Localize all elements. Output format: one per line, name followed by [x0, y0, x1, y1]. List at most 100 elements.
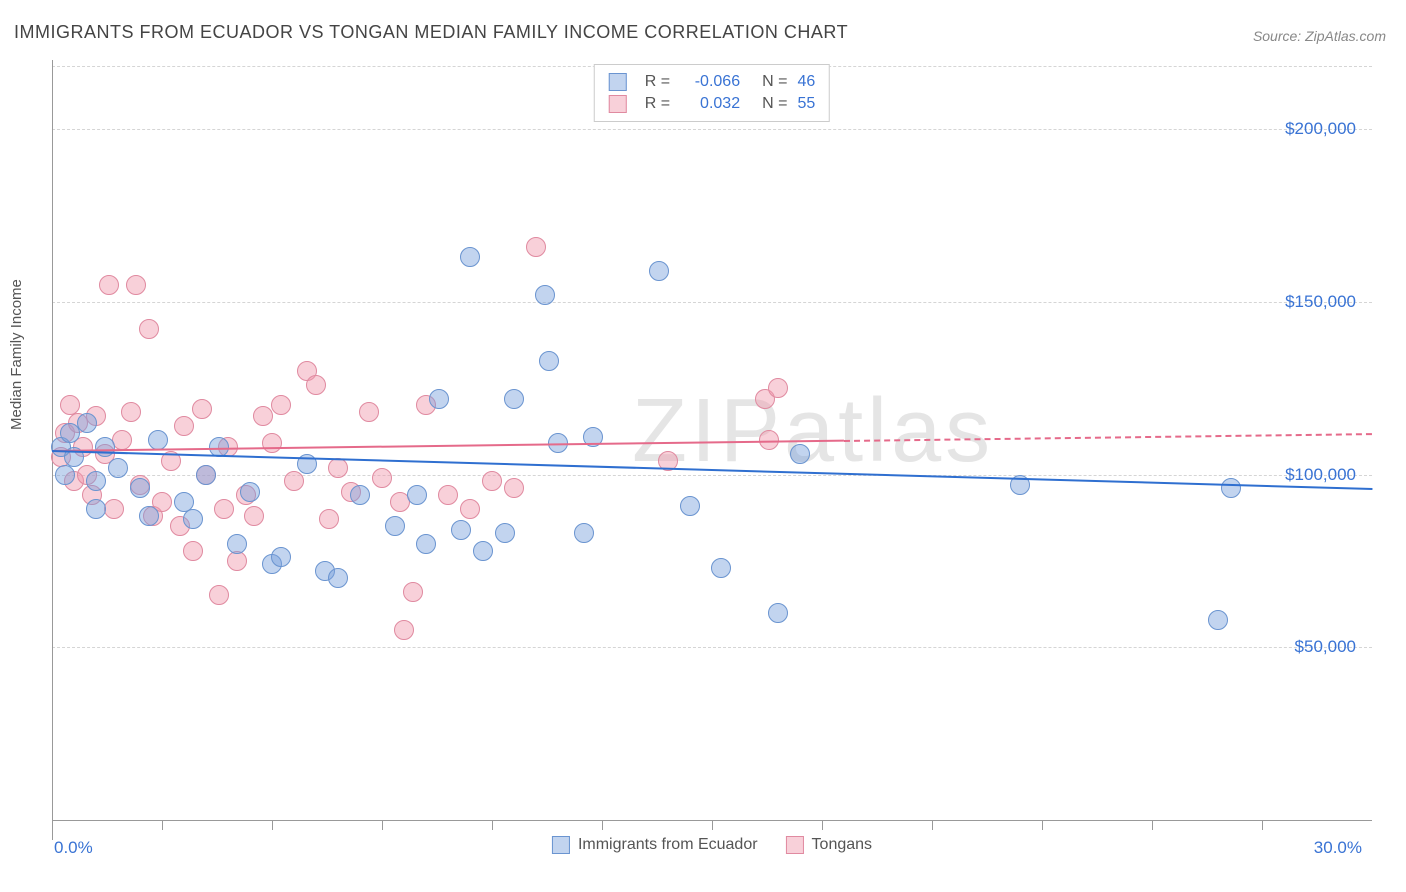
data-point-ecuador — [711, 558, 731, 578]
x-tick — [492, 820, 493, 830]
n-label: N = — [762, 73, 787, 91]
data-point-ecuador — [460, 247, 480, 267]
gridline — [52, 647, 1372, 648]
data-point-ecuador — [680, 496, 700, 516]
legend-label: Immigrants from Ecuador — [578, 836, 758, 853]
data-point-tongans — [121, 402, 141, 422]
data-point-ecuador — [473, 541, 493, 561]
data-point-tongans — [244, 506, 264, 526]
legend-swatch — [552, 836, 570, 854]
legend-item: Immigrants from Ecuador — [552, 836, 758, 854]
data-point-tongans — [359, 402, 379, 422]
r-label: R = — [645, 73, 670, 91]
data-point-tongans — [526, 237, 546, 257]
data-point-ecuador — [77, 413, 97, 433]
data-point-ecuador — [504, 389, 524, 409]
data-point-tongans — [284, 471, 304, 491]
x-tick — [932, 820, 933, 830]
data-point-tongans — [262, 433, 282, 453]
data-point-tongans — [372, 468, 392, 488]
x-tick — [1262, 820, 1263, 830]
legend-swatch — [609, 73, 627, 91]
data-point-ecuador — [539, 351, 559, 371]
data-point-ecuador — [60, 423, 80, 443]
data-point-ecuador — [86, 499, 106, 519]
source-attribution: Source: ZipAtlas.com — [1253, 28, 1386, 44]
data-point-tongans — [139, 319, 159, 339]
data-point-ecuador — [495, 523, 515, 543]
data-point-ecuador — [271, 547, 291, 567]
plot-area: $50,000$100,000$150,000$200,0000.0%30.0%… — [52, 60, 1372, 840]
gridline — [52, 302, 1372, 303]
data-point-tongans — [192, 399, 212, 419]
data-point-ecuador — [649, 261, 669, 281]
data-point-tongans — [253, 406, 273, 426]
data-point-ecuador — [535, 285, 555, 305]
correlation-legend-row: R = -0.066 N = 46 — [609, 71, 815, 93]
legend-label: Tongans — [812, 836, 873, 853]
data-point-tongans — [438, 485, 458, 505]
y-tick-label: $150,000 — [1285, 292, 1356, 312]
legend-swatch — [786, 836, 804, 854]
x-tick — [822, 820, 823, 830]
data-point-ecuador — [328, 568, 348, 588]
x-tick — [602, 820, 603, 830]
x-axis-max-label: 30.0% — [1314, 838, 1362, 858]
data-point-ecuador — [108, 458, 128, 478]
data-point-ecuador — [86, 471, 106, 491]
x-tick — [712, 820, 713, 830]
n-value: 55 — [797, 95, 815, 113]
data-point-ecuador — [1208, 610, 1228, 630]
correlation-legend: R = -0.066 N = 46 R = 0.032 N = 55 — [594, 64, 830, 122]
data-point-ecuador — [55, 465, 75, 485]
data-point-ecuador — [95, 437, 115, 457]
data-point-tongans — [504, 478, 524, 498]
x-tick — [162, 820, 163, 830]
data-point-ecuador — [183, 509, 203, 529]
legend-item: Tongans — [786, 836, 873, 854]
data-point-ecuador — [768, 603, 788, 623]
data-point-tongans — [112, 430, 132, 450]
y-axis-label: Median Family Income — [8, 279, 25, 430]
data-point-tongans — [209, 585, 229, 605]
y-tick-label: $50,000 — [1295, 637, 1356, 657]
data-point-tongans — [328, 458, 348, 478]
data-point-ecuador — [1221, 478, 1241, 498]
trendline-extrapolation — [844, 433, 1372, 442]
data-point-tongans — [227, 551, 247, 571]
data-point-ecuador — [130, 478, 150, 498]
data-point-tongans — [768, 378, 788, 398]
x-tick — [1042, 820, 1043, 830]
r-label: R = — [645, 95, 670, 113]
data-point-tongans — [104, 499, 124, 519]
data-point-ecuador — [148, 430, 168, 450]
x-axis-min-label: 0.0% — [54, 838, 93, 858]
data-point-ecuador — [385, 516, 405, 536]
correlation-legend-row: R = 0.032 N = 55 — [609, 93, 815, 115]
data-point-tongans — [319, 509, 339, 529]
data-point-ecuador — [196, 465, 216, 485]
gridline — [52, 475, 1372, 476]
data-point-tongans — [482, 471, 502, 491]
x-tick — [272, 820, 273, 830]
x-tick — [1152, 820, 1153, 830]
data-point-ecuador — [451, 520, 471, 540]
data-point-tongans — [271, 395, 291, 415]
n-value: 46 — [797, 73, 815, 91]
data-point-tongans — [183, 541, 203, 561]
y-tick-label: $200,000 — [1285, 119, 1356, 139]
gridline — [52, 129, 1372, 130]
data-point-tongans — [214, 499, 234, 519]
r-value: 0.032 — [680, 95, 740, 113]
data-point-ecuador — [429, 389, 449, 409]
chart-title: IMMIGRANTS FROM ECUADOR VS TONGAN MEDIAN… — [14, 22, 848, 43]
data-point-tongans — [99, 275, 119, 295]
y-tick-label: $100,000 — [1285, 465, 1356, 485]
data-point-tongans — [174, 416, 194, 436]
data-point-tongans — [306, 375, 326, 395]
data-point-ecuador — [139, 506, 159, 526]
r-value: -0.066 — [680, 73, 740, 91]
data-point-ecuador — [350, 485, 370, 505]
n-label: N = — [762, 95, 787, 113]
data-point-ecuador — [574, 523, 594, 543]
